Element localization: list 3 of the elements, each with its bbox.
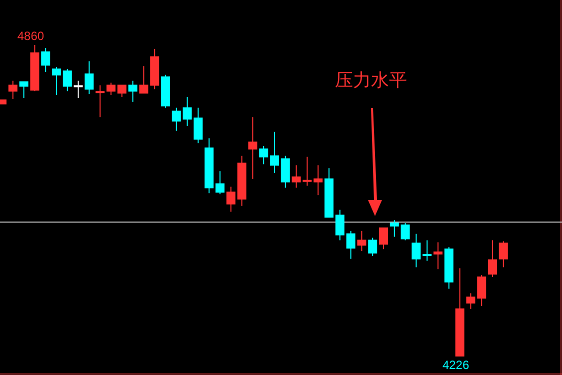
annotation: 4226 [442, 358, 470, 372]
annotation: 4860 [17, 29, 44, 43]
annotation: 压力水平 [335, 70, 407, 91]
